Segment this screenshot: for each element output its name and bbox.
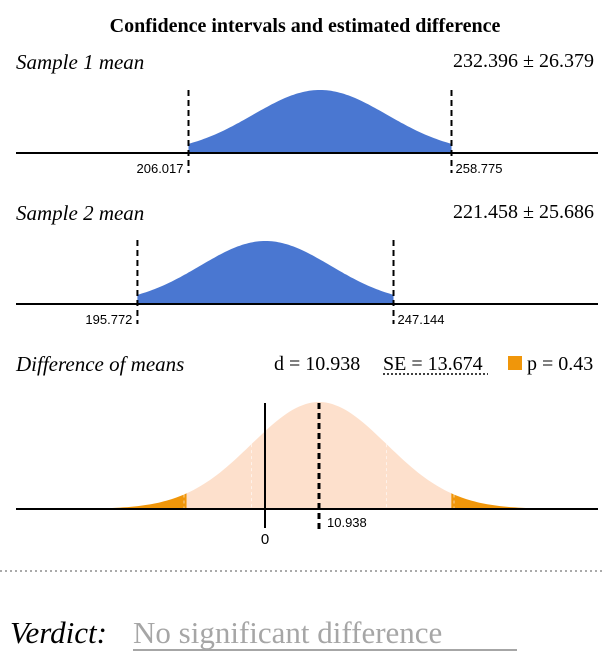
sample2-curve [137,241,394,304]
sample1-upper-label: 258.775 [456,161,503,176]
difference-label: Difference of means [15,352,184,376]
difference-se-text: SE = 13.674 [383,353,483,375]
difference-p-text: p = 0.43 [527,353,593,375]
sample2-upper-label: 247.144 [398,312,445,327]
verdict-text: No significant difference [133,615,442,650]
difference-estimate-label: 10.938 [327,515,367,530]
verdict-label: Verdict: [10,615,107,650]
sample2-ci-text: 221.458 ± 25.686 [453,201,594,223]
sample2-label: Sample 2 mean [16,201,144,225]
sample1-label: Sample 1 mean [16,50,144,74]
difference-plot [0,402,605,509]
chart-title: Confidence intervals and estimated diffe… [110,15,501,37]
difference-left-tail [0,493,187,509]
difference-right-tail [451,493,605,509]
difference-d-text: d = 10.938 [274,353,360,375]
sample1-ci-text: 232.396 ± 26.379 [453,50,594,72]
sample1-lower-label: 206.017 [137,161,184,176]
sample2-lower-label: 195.772 [85,312,132,327]
sample1-curve [188,90,452,153]
p-value-swatch [508,356,522,370]
zero-label: 0 [261,531,269,548]
